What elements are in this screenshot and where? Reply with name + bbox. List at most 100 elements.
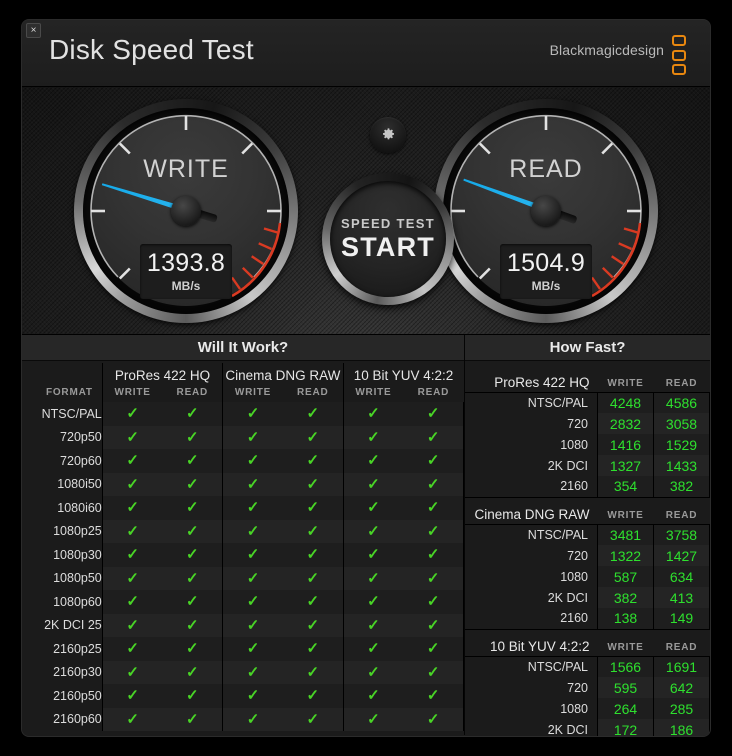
check-icon: ✓ bbox=[306, 663, 320, 681]
read-speed-value: 149 bbox=[653, 608, 710, 630]
subheader-read-0: READ bbox=[176, 387, 209, 398]
compatibility-cell: ✓ bbox=[101, 707, 163, 731]
check-icon: ✓ bbox=[186, 569, 199, 587]
check-icon: ✓ bbox=[426, 640, 440, 658]
compatibility-cell: ✓ bbox=[101, 402, 163, 426]
subheader-write-0: WRITE bbox=[101, 383, 163, 402]
compatibility-cell: ✓ bbox=[162, 660, 223, 684]
check-icon: ✓ bbox=[126, 428, 139, 446]
compatibility-cell: ✓ bbox=[222, 472, 283, 496]
check-icon: ✓ bbox=[426, 475, 440, 493]
compatibility-cell: ✓ bbox=[282, 425, 344, 449]
page-title: Disk Speed Test bbox=[49, 34, 254, 65]
compatibility-cell: ✓ bbox=[222, 496, 283, 520]
write-speed-value: 382 bbox=[597, 587, 654, 608]
close-button[interactable]: × bbox=[26, 23, 41, 38]
how-fast-row: 2160 354 382 bbox=[465, 476, 710, 498]
check-icon: ✓ bbox=[186, 593, 199, 611]
speed-test-start-button[interactable]: SPEED TEST START bbox=[322, 173, 454, 305]
check-icon: ✓ bbox=[246, 499, 260, 517]
compatibility-cell: ✓ bbox=[162, 496, 223, 520]
check-icon: ✓ bbox=[306, 499, 320, 517]
subheader-read-2: READ bbox=[417, 387, 450, 398]
compatibility-cell: ✓ bbox=[403, 707, 465, 731]
gear-icon[interactable] bbox=[370, 117, 406, 153]
check-icon: ✓ bbox=[426, 569, 440, 587]
compatibility-cell: ✓ bbox=[162, 472, 223, 496]
check-icon: ✓ bbox=[306, 569, 320, 587]
compatibility-cell: ✓ bbox=[403, 449, 465, 473]
write-readout: 1393.8 MB/s bbox=[140, 244, 232, 299]
table-row: 2160p30 ✓ ✓ ✓ ✓ ✓ ✓ bbox=[22, 660, 465, 684]
compatibility-cell: ✓ bbox=[342, 543, 404, 567]
check-icon: ✓ bbox=[367, 405, 380, 423]
resolution-label: NTSC/PAL bbox=[465, 523, 598, 545]
gauge-ticks-write bbox=[90, 114, 282, 298]
table-row: 720p60 ✓ ✓ ✓ ✓ ✓ ✓ bbox=[22, 449, 465, 473]
compatibility-cell: ✓ bbox=[162, 402, 223, 426]
compatibility-cell: ✓ bbox=[222, 613, 283, 637]
read-speed-value: 1433 bbox=[653, 455, 710, 476]
read-speed-value: 4586 bbox=[653, 391, 710, 413]
column-header-read: READ bbox=[665, 641, 698, 653]
read-speed-value: 186 bbox=[653, 719, 710, 736]
check-icon: ✓ bbox=[246, 640, 260, 658]
format-label: 2K DCI 25 bbox=[44, 618, 102, 633]
column-header-read: READ bbox=[665, 377, 698, 389]
compatibility-cell: ✓ bbox=[101, 637, 163, 661]
group-name: Cinema DNG RAW bbox=[474, 506, 590, 522]
check-icon: ✓ bbox=[367, 546, 380, 564]
format-label: 1080p25 bbox=[53, 524, 102, 539]
compatibility-cell: ✓ bbox=[222, 449, 283, 473]
table-row: 1080p25 ✓ ✓ ✓ ✓ ✓ ✓ bbox=[22, 519, 465, 543]
check-icon: ✓ bbox=[306, 687, 320, 705]
compatibility-cell: ✓ bbox=[101, 660, 163, 684]
resolution-label: 1080 bbox=[560, 701, 588, 716]
read-gauge-label: READ bbox=[509, 155, 583, 183]
how-fast-group-header: 10 Bit YUV 4:2:2 WRITE READ bbox=[465, 629, 710, 656]
how-fast-group-header: Cinema DNG RAW WRITE READ bbox=[465, 497, 710, 524]
compatibility-cell: ✓ bbox=[162, 590, 223, 614]
check-icon: ✓ bbox=[426, 593, 440, 611]
read-gauge: READ 1504.9 MB/s bbox=[434, 99, 658, 323]
codec-header-0: ProRes 422 HQ bbox=[101, 363, 223, 383]
format-label: 720p50 bbox=[60, 430, 102, 445]
write-speed-value: 172 bbox=[597, 719, 654, 736]
subheader-write-2: WRITE bbox=[342, 383, 404, 402]
compatibility-cell: ✓ bbox=[222, 425, 283, 449]
will-it-work-table: ProRes 422 HQ Cinema DNG RAW 10 Bit YUV … bbox=[22, 363, 465, 731]
how-fast-table: ProRes 422 HQ WRITE READ NTSC/PAL 4248 4586 72… bbox=[465, 365, 710, 736]
compatibility-cell: ✓ bbox=[282, 519, 344, 543]
compatibility-cell: ✓ bbox=[162, 707, 223, 731]
compatibility-cell: ✓ bbox=[101, 684, 163, 708]
check-icon: ✓ bbox=[306, 640, 320, 658]
compatibility-cell: ✓ bbox=[162, 543, 223, 567]
write-unit: MB/s bbox=[171, 279, 201, 293]
check-icon: ✓ bbox=[186, 687, 199, 705]
compatibility-cell: ✓ bbox=[403, 519, 465, 543]
check-icon: ✓ bbox=[246, 475, 260, 493]
resolution-label: NTSC/PAL bbox=[465, 391, 598, 413]
compatibility-cell: ✓ bbox=[342, 660, 404, 684]
check-icon: ✓ bbox=[426, 710, 440, 728]
read-speed-value: 382 bbox=[653, 476, 710, 498]
check-icon: ✓ bbox=[246, 663, 260, 681]
compatibility-cell: ✓ bbox=[101, 472, 163, 496]
how-fast-row: 1080 264 285 bbox=[465, 698, 710, 719]
read-unit: MB/s bbox=[531, 279, 561, 293]
compatibility-cell: ✓ bbox=[403, 496, 465, 520]
check-icon: ✓ bbox=[426, 546, 440, 564]
check-icon: ✓ bbox=[246, 428, 260, 446]
table-row: 2160p50 ✓ ✓ ✓ ✓ ✓ ✓ bbox=[22, 684, 465, 708]
resolution-label: 2160 bbox=[465, 476, 598, 498]
compatibility-cell: ✓ bbox=[222, 590, 283, 614]
how-fast-row: NTSC/PAL 3481 3758 bbox=[465, 523, 710, 545]
check-icon: ✓ bbox=[306, 546, 320, 564]
table-row: 2160p25 ✓ ✓ ✓ ✓ ✓ ✓ bbox=[22, 637, 465, 661]
how-fast-row: 1080 587 634 bbox=[465, 566, 710, 587]
resolution-label: 2K DCI bbox=[547, 590, 588, 605]
check-icon: ✓ bbox=[367, 452, 380, 470]
compatibility-cell: ✓ bbox=[282, 613, 344, 637]
table-row: 1080i60 ✓ ✓ ✓ ✓ ✓ ✓ bbox=[22, 496, 465, 520]
compatibility-cell: ✓ bbox=[403, 637, 465, 661]
